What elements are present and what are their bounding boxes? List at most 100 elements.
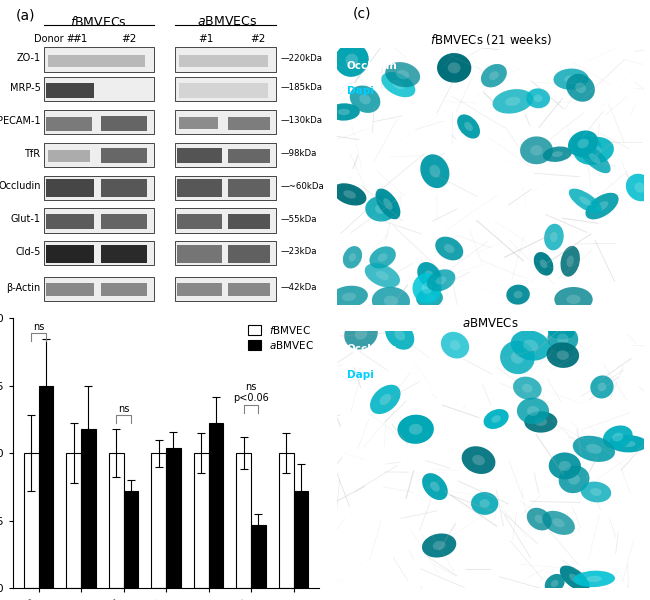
FancyBboxPatch shape: [177, 283, 222, 296]
Ellipse shape: [534, 95, 543, 102]
FancyBboxPatch shape: [176, 110, 276, 134]
Ellipse shape: [522, 384, 533, 392]
Ellipse shape: [506, 284, 530, 305]
Ellipse shape: [579, 196, 592, 206]
FancyBboxPatch shape: [227, 179, 270, 197]
Ellipse shape: [586, 146, 601, 156]
Ellipse shape: [493, 89, 533, 113]
Ellipse shape: [409, 424, 423, 435]
FancyBboxPatch shape: [176, 208, 276, 233]
Ellipse shape: [345, 54, 358, 67]
FancyBboxPatch shape: [44, 241, 154, 265]
Ellipse shape: [343, 246, 362, 268]
Ellipse shape: [525, 411, 557, 433]
Ellipse shape: [385, 320, 414, 350]
FancyBboxPatch shape: [176, 47, 276, 71]
Ellipse shape: [342, 293, 356, 301]
Bar: [236, 453, 251, 588]
Ellipse shape: [540, 259, 547, 268]
Ellipse shape: [612, 433, 623, 442]
Text: $\it{a}$BMVECs: $\it{a}$BMVECs: [197, 15, 257, 28]
Text: —220kDa: —220kDa: [281, 53, 323, 62]
Ellipse shape: [472, 455, 485, 466]
Text: TfR: TfR: [25, 149, 40, 158]
Bar: [109, 453, 124, 588]
Ellipse shape: [397, 415, 434, 444]
FancyBboxPatch shape: [101, 214, 147, 229]
FancyBboxPatch shape: [44, 208, 154, 233]
Bar: [279, 453, 294, 588]
Ellipse shape: [481, 64, 507, 88]
Ellipse shape: [549, 452, 581, 479]
Ellipse shape: [534, 515, 544, 523]
FancyBboxPatch shape: [44, 77, 154, 101]
Ellipse shape: [335, 43, 369, 77]
Ellipse shape: [534, 252, 553, 275]
Ellipse shape: [359, 94, 370, 104]
Title: $\it{a}$BMVECs: $\it{a}$BMVECs: [462, 317, 519, 330]
Ellipse shape: [552, 151, 563, 157]
Ellipse shape: [578, 144, 610, 173]
Ellipse shape: [527, 406, 539, 416]
Ellipse shape: [376, 271, 389, 280]
Text: β-Actin: β-Actin: [6, 283, 40, 293]
Ellipse shape: [376, 188, 400, 219]
Ellipse shape: [349, 253, 356, 262]
Ellipse shape: [441, 332, 469, 359]
Ellipse shape: [560, 566, 590, 592]
Ellipse shape: [484, 409, 509, 429]
Ellipse shape: [480, 499, 489, 508]
Ellipse shape: [589, 153, 601, 164]
Ellipse shape: [571, 136, 602, 159]
Bar: [166, 448, 181, 588]
Text: Donor #: Donor #: [34, 34, 75, 44]
Text: —55kDa: —55kDa: [281, 215, 317, 224]
Ellipse shape: [436, 236, 463, 260]
Ellipse shape: [573, 436, 615, 462]
Text: PECAM-1: PECAM-1: [0, 116, 40, 126]
FancyBboxPatch shape: [176, 143, 276, 167]
Text: —185kDa: —185kDa: [281, 83, 323, 92]
Ellipse shape: [566, 74, 595, 102]
Ellipse shape: [526, 88, 550, 108]
FancyBboxPatch shape: [46, 214, 94, 229]
Ellipse shape: [392, 80, 405, 89]
Ellipse shape: [557, 350, 569, 360]
Ellipse shape: [551, 232, 558, 242]
FancyBboxPatch shape: [176, 176, 276, 200]
Ellipse shape: [634, 182, 645, 193]
Text: —~60kDa: —~60kDa: [281, 182, 324, 191]
Ellipse shape: [395, 329, 405, 340]
FancyBboxPatch shape: [101, 245, 147, 263]
Text: #1: #1: [198, 34, 213, 44]
Ellipse shape: [444, 244, 454, 253]
Text: Occludin: Occludin: [346, 344, 397, 354]
Ellipse shape: [560, 246, 580, 277]
Ellipse shape: [559, 461, 571, 471]
Ellipse shape: [464, 122, 473, 131]
Text: #1: #1: [73, 34, 88, 44]
Ellipse shape: [427, 269, 456, 292]
Ellipse shape: [573, 571, 615, 587]
Ellipse shape: [526, 508, 552, 530]
Ellipse shape: [626, 174, 650, 201]
Bar: [66, 453, 81, 588]
FancyBboxPatch shape: [101, 116, 147, 131]
Ellipse shape: [328, 103, 360, 121]
Text: —98kDa: —98kDa: [281, 149, 317, 158]
Ellipse shape: [523, 340, 538, 351]
Ellipse shape: [580, 482, 611, 502]
Ellipse shape: [547, 343, 579, 368]
Ellipse shape: [372, 287, 410, 315]
Ellipse shape: [424, 295, 435, 302]
Text: Cld-5: Cld-5: [15, 247, 40, 257]
Ellipse shape: [365, 263, 400, 287]
Ellipse shape: [384, 296, 398, 306]
Ellipse shape: [543, 146, 572, 162]
Ellipse shape: [547, 325, 578, 352]
Ellipse shape: [450, 340, 460, 350]
Ellipse shape: [422, 283, 432, 294]
Ellipse shape: [548, 325, 575, 340]
Ellipse shape: [575, 83, 586, 93]
FancyBboxPatch shape: [176, 77, 276, 101]
